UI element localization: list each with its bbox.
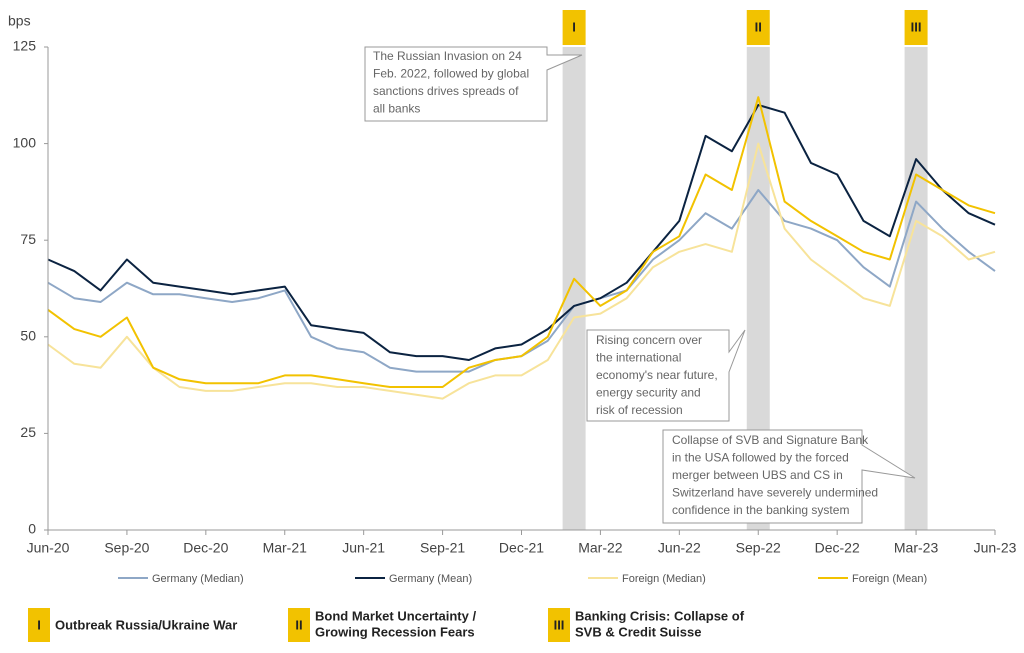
y-tick-label: 125 [13, 38, 37, 54]
event-band [904, 47, 928, 530]
annotation-text: Rising concern over [596, 333, 702, 347]
series-line [47, 96, 996, 388]
annotation-text: Collapse of SVB and Signature Bank [672, 433, 869, 447]
annotation-text: The Russian Invasion on 24 [373, 49, 522, 63]
series-line [47, 142, 996, 400]
legend-label: Germany (Mean) [389, 573, 472, 585]
event-marker: II [755, 19, 762, 34]
event-legend: I Outbreak Russia/Ukraine War II Bond Marke… [28, 608, 745, 642]
x-tick-label: Sep-21 [420, 540, 465, 556]
plot-area [47, 96, 996, 400]
event-band [562, 47, 586, 530]
annotation-text: confidence in the banking system [672, 503, 849, 517]
event-legend-label: Outbreak Russia/Ukraine War [55, 617, 237, 632]
event-legend-marker: II [295, 617, 302, 632]
legend: Germany (Median) Germany (Mean) Foreign (M… [118, 573, 927, 585]
x-tick-label: Jun-22 [658, 540, 701, 556]
y-tick-label: 0 [28, 521, 36, 537]
event-legend-label: Growing Recession Fears [315, 624, 475, 639]
event-legend-marker: III [554, 617, 565, 632]
x-tick-label: Sep-20 [104, 540, 149, 556]
event-marker-box [562, 10, 586, 45]
series-line [47, 104, 996, 361]
event-legend-label: Banking Crisis: Collapse of [575, 608, 745, 623]
callout-box [364, 46, 583, 122]
event-marker-box [746, 10, 770, 45]
annotation-text: in the USA followed by the forced [672, 451, 849, 465]
legend-label: Germany (Median) [152, 573, 244, 585]
annotation-text: energy security and [596, 386, 701, 400]
legend-label: Foreign (Mean) [852, 573, 927, 585]
x-tick-label: Dec-20 [183, 540, 228, 556]
x-tick-label: Mar-21 [263, 540, 308, 556]
event-marker-box [904, 10, 928, 45]
legend-label: Foreign (Median) [622, 573, 706, 585]
event-legend-box [28, 608, 50, 642]
event-legend-box [548, 608, 570, 642]
y-tick-label: 75 [20, 231, 36, 247]
x-tick-label: Mar-22 [578, 540, 623, 556]
callout-box [586, 329, 746, 422]
y-axis-label: bps [8, 13, 31, 29]
annotation-text: Switzerland have severely undermined [672, 486, 878, 500]
event-marker: III [911, 19, 922, 34]
event-marker: I [572, 19, 576, 34]
annotation-text: merger between UBS and CS in [672, 468, 843, 482]
event-legend-box [288, 608, 310, 642]
y-tick-label: 50 [20, 328, 36, 344]
y-tick-label: 100 [13, 134, 37, 150]
annotations: The Russian Invasion on 24 Feb. 2022, fol… [364, 46, 916, 524]
annotation-text: sanctions drives spreads of [373, 84, 519, 98]
x-tick-label: Dec-22 [815, 540, 860, 556]
x-tick-label: Jun-21 [342, 540, 385, 556]
annotation-text: Feb. 2022, followed by global [373, 67, 529, 81]
callout-box [662, 429, 916, 524]
event-legend-marker: I [37, 617, 41, 632]
y-tick-label: 25 [20, 424, 36, 440]
x-tick-label: Sep-22 [736, 540, 781, 556]
annotation-text: economy's near future, [596, 368, 718, 382]
x-tick-label: Dec-21 [499, 540, 544, 556]
annotation-text: the international [596, 351, 681, 365]
x-tick-label: Jun-23 [974, 540, 1017, 556]
annotation-text: all banks [373, 102, 420, 116]
event-legend-label: SVB & Credit Suisse [575, 624, 701, 639]
x-tick-label: Jun-20 [27, 540, 70, 556]
annotation-text: risk of recession [596, 403, 683, 417]
event-legend-label: Bond Market Uncertainty / [315, 608, 476, 623]
x-tick-label: Mar-23 [894, 540, 939, 556]
